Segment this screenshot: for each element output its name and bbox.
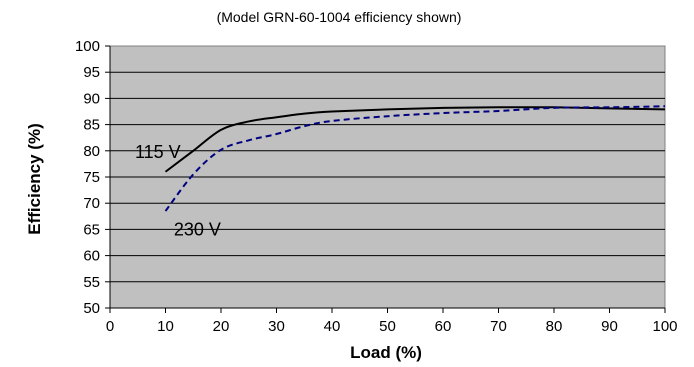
y-tick-label-95: 95 [83,64,100,81]
x-tick-label-90: 90 [601,318,618,335]
y-tick-label-90: 90 [83,90,100,107]
series-labels: 115 V 230 V [135,142,221,240]
x-tick-label-40: 40 [324,318,341,335]
x-tick-label-60: 60 [435,318,452,335]
y-tick-label-50: 50 [83,300,100,317]
y-tick-label-80: 80 [83,143,100,160]
x-tick-label-0: 0 [106,318,114,335]
series-layer [164,105,666,212]
gridlines [110,71,665,283]
y-tick-label-85: 85 [83,117,100,134]
axis-ticks: 50 55 60 65 70 75 80 85 90 95 100 0 10 20 30 40 50 60 70 80… [75,38,678,335]
y-tick-label-65: 65 [83,221,100,238]
x-tick-label-100: 100 [652,318,677,335]
y-tick-label-75: 75 [83,169,100,186]
y-tick-label-100: 100 [75,38,100,55]
y-tick-label-60: 60 [83,248,100,265]
chart-subtitle: (Model GRN-60-1004 efficiency shown) [217,9,462,25]
x-tick-label-30: 30 [268,318,285,335]
x-tick-label-70: 70 [490,318,507,335]
x-tick-label-50: 50 [379,318,396,335]
series-label-0: 115 V [135,142,181,162]
x-tick-label-20: 20 [213,318,230,335]
y-tick-label-70: 70 [83,195,100,212]
y-tick-label-55: 55 [83,274,100,291]
x-tick-label-10: 10 [157,318,174,335]
series-label-1: 230 V [174,220,221,240]
y-axis-label: Efficiency (%) [25,123,44,234]
x-tick-label-80: 80 [546,318,563,335]
series-line-1 [164,105,666,212]
x-axis-label: Load (%) [350,343,422,362]
